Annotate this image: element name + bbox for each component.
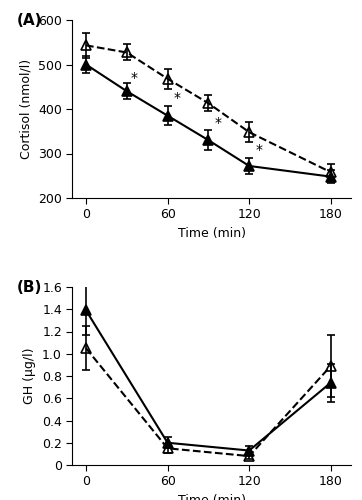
Text: *: * (255, 143, 262, 157)
Text: (A): (A) (17, 13, 42, 28)
Y-axis label: GH (µg/l): GH (µg/l) (24, 348, 37, 404)
X-axis label: Time (min): Time (min) (178, 494, 246, 500)
X-axis label: Time (min): Time (min) (178, 227, 246, 240)
Text: *: * (174, 91, 181, 105)
Text: *: * (130, 71, 137, 85)
Text: *: * (214, 116, 222, 130)
Text: (B): (B) (17, 280, 42, 295)
Y-axis label: Cortisol (nmol/l): Cortisol (nmol/l) (20, 59, 33, 159)
